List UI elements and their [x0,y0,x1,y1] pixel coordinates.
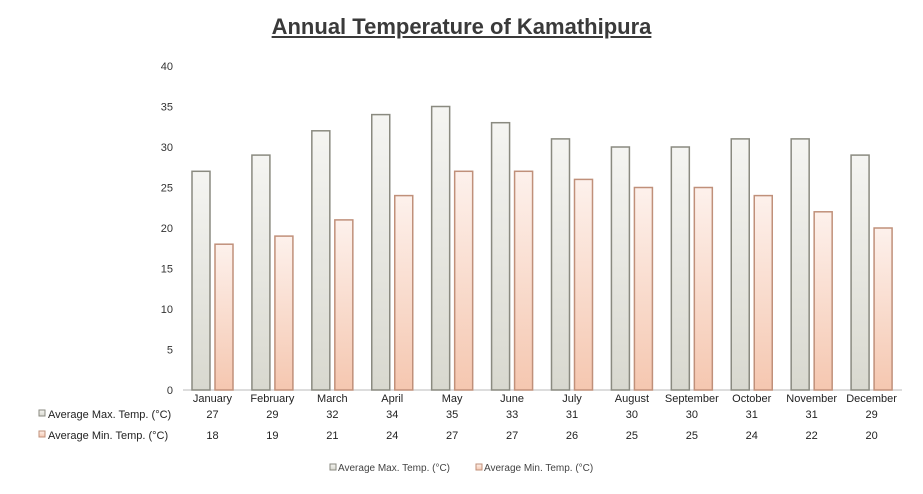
bar-max-temp [371,113,391,391]
y-tick-label: 40 [161,61,173,73]
chart-title: Annual Temperature of Kamathipura [271,14,652,39]
bar-min-temp [633,186,654,391]
table-cell: 27 [446,430,458,442]
chart-bars: January February March April May June July Augu… [191,105,897,405]
bar-max-temp [251,154,271,391]
table-cell: 25 [686,430,698,442]
table-cell: 33 [506,409,518,421]
bar-max-temp [191,170,211,391]
table-cell: 30 [686,409,698,421]
table-series-name: Average Max. Temp. (°C) [48,409,171,421]
x-tick-label: May [442,393,463,405]
table-cell: 29 [865,409,877,421]
table-cell: 30 [626,409,638,421]
bar-max-temp [850,154,870,391]
bar-max-temp [730,138,750,391]
bar-min-temp [453,170,474,391]
y-tick-label: 35 [161,102,173,114]
bar-max-temp [610,146,631,391]
table-cell: 19 [266,430,278,442]
bar-min-temp [394,194,414,391]
x-tick-label: April [381,393,403,405]
y-tick-label: 5 [167,345,173,357]
data-table: Average Max. Temp. (°C) 27 29 32 34 35 33 31 30 3… [38,409,878,442]
y-tick-label: 30 [161,142,173,154]
x-tick-label: October [732,393,771,405]
x-tick-label: September [665,393,719,405]
x-tick-label: June [500,393,524,405]
bar-min-temp [334,219,354,391]
y-tick-label: 20 [161,223,173,235]
table-cell: 32 [326,409,338,421]
table-cell: 31 [746,409,758,421]
bar-max-temp [790,138,810,391]
table-cell: 31 [806,409,818,421]
bar-max-temp [550,138,571,391]
x-tick-label: March [317,393,348,405]
table-cell: 21 [326,430,338,442]
table-cell: 34 [386,409,398,421]
table-cell: 24 [746,430,758,442]
table-cell: 22 [806,430,818,442]
x-tick-label: July [562,393,582,405]
table-cell: 27 [506,430,518,442]
bar-min-temp [513,170,534,391]
table-series-swatch [38,430,46,438]
bar-max-temp [490,121,511,391]
bar-min-temp [813,211,833,391]
y-tick-label: 0 [167,385,173,397]
table-cell: 35 [446,409,458,421]
bar-max-temp [670,146,691,391]
bar-min-temp [753,194,773,391]
table-series-name: Average Min. Temp. (°C) [48,430,168,442]
bar-min-temp [693,186,714,391]
bar-min-temp [573,178,594,391]
bar-min-temp [214,243,234,391]
y-tick-label: 25 [161,183,173,195]
y-tick-label: 15 [161,264,173,276]
legend-swatch [475,463,483,471]
table-cell: 31 [566,409,578,421]
chart-legend: Average Max. Temp. (°C) Average Min. Temp… [329,463,593,474]
bar-max-temp [311,130,331,391]
table-cell: 27 [206,409,218,421]
bar-max-temp [430,105,451,391]
x-tick-label: February [250,393,295,405]
bar-min-temp [873,227,893,391]
x-tick-label: December [846,393,897,405]
legend-label: Average Max. Temp. (°C) [338,463,450,474]
x-tick-label: January [193,393,233,405]
table-cell: 29 [266,409,278,421]
bar-min-temp [274,235,294,391]
table-cell: 20 [865,430,877,442]
y-tick-label: 10 [161,304,173,316]
table-cell: 18 [206,430,218,442]
chart-axes: 0 5 10 15 20 25 30 35 40 [161,61,902,397]
table-cell: 25 [626,430,638,442]
x-tick-label: August [615,393,649,405]
table-cell: 24 [386,430,398,442]
x-tick-label: November [786,393,837,405]
legend-swatch [329,463,337,471]
legend-label: Average Min. Temp. (°C) [484,463,593,474]
table-series-swatch [38,409,46,417]
table-cell: 26 [566,430,578,442]
